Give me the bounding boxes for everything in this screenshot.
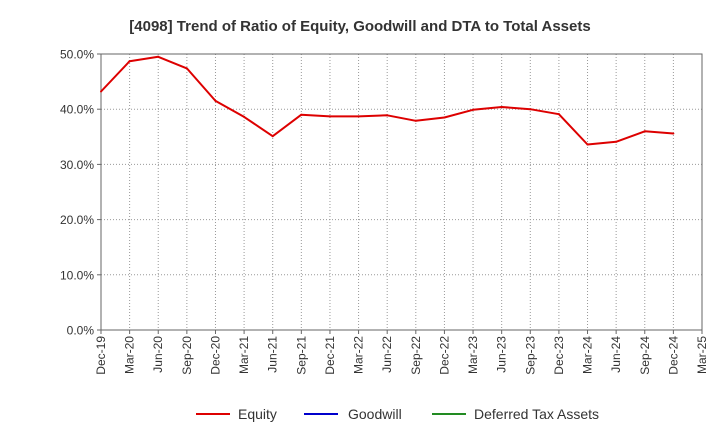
x-tick-label: Mar-22	[352, 336, 366, 374]
x-tick-label: Sep-24	[638, 336, 652, 375]
data-point-equity	[643, 130, 646, 133]
x-tick-label: Jun-21	[266, 336, 280, 373]
x-tick-label: Sep-20	[180, 336, 194, 375]
y-tick-label: 50.0%	[60, 48, 94, 62]
x-tick-label: Dec-19	[94, 336, 108, 375]
y-tick-label: 40.0%	[60, 103, 94, 117]
data-point-equity	[300, 113, 303, 116]
x-tick-label: Mar-20	[123, 336, 137, 374]
axes: 0.0% 10.0% 20.0% 30.0% 40.0% 50.0% Dec-19 Mar-2…	[60, 48, 709, 375]
x-tick-label: Mar-24	[581, 336, 595, 374]
data-point-equity	[214, 99, 217, 102]
data-point-equity	[328, 115, 331, 118]
x-tick-label: Sep-23	[523, 336, 537, 375]
data-point-equity	[157, 55, 160, 58]
data-point-equity	[185, 67, 188, 70]
data-point-equity	[414, 119, 417, 122]
x-tick-label: Jun-20	[151, 336, 165, 373]
data-point-equity	[100, 90, 102, 93]
x-tick-label: Sep-21	[294, 336, 308, 375]
legend-label-equity: Equity	[238, 406, 277, 422]
data-point-equity	[443, 116, 446, 119]
data-point-equity	[500, 105, 503, 108]
y-tick-label: 10.0%	[60, 268, 94, 282]
x-tick-label: Mar-25	[695, 336, 709, 374]
x-tick-label: Dec-22	[437, 336, 451, 375]
series-lines	[100, 55, 675, 146]
legend: Equity Goodwill Deferred Tax Assets	[196, 406, 599, 422]
y-tick-label: 20.0%	[60, 213, 94, 227]
x-tick-label: Dec-23	[552, 336, 566, 375]
x-tick-label: Jun-22	[380, 336, 394, 373]
data-point-equity	[557, 113, 560, 116]
legend-label-goodwill: Goodwill	[348, 406, 402, 422]
x-tick-label: Mar-23	[466, 336, 480, 374]
x-tick-label: Dec-21	[323, 336, 337, 375]
x-tick-label: Dec-24	[666, 336, 680, 375]
data-point-equity	[472, 108, 475, 111]
data-point-equity	[586, 143, 589, 146]
data-point-equity	[615, 140, 618, 143]
data-point-equity	[529, 108, 532, 111]
y-tick-label: 30.0%	[60, 158, 94, 172]
x-tick-label: Dec-20	[208, 336, 222, 375]
plot-frame	[100, 53, 703, 331]
chart-title: [4098] Trend of Ratio of Equity, Goodwil…	[129, 18, 590, 35]
data-point-equity	[243, 115, 246, 118]
x-tick-label: Jun-23	[495, 336, 509, 373]
data-point-equity	[672, 132, 675, 135]
data-point-equity	[271, 135, 274, 138]
y-tick-label: 0.0%	[67, 324, 95, 338]
grid-lines	[101, 53, 703, 330]
legend-label-deferred-tax-assets: Deferred Tax Assets	[474, 406, 599, 422]
x-tick-label: Jun-24	[609, 336, 623, 373]
x-tick-label: Mar-21	[237, 336, 251, 374]
x-tick-label: Sep-22	[409, 336, 423, 375]
data-point-equity	[386, 114, 389, 117]
data-point-equity	[357, 115, 360, 118]
data-point-equity	[128, 60, 131, 63]
